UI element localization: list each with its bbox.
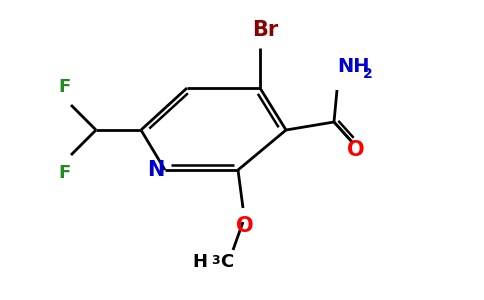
Text: 2: 2 xyxy=(363,67,373,81)
Text: Br: Br xyxy=(252,20,278,40)
Text: H: H xyxy=(192,253,207,271)
Text: NH: NH xyxy=(337,57,369,76)
Text: 3: 3 xyxy=(211,254,220,267)
Text: O: O xyxy=(347,140,365,160)
Text: C: C xyxy=(220,253,233,271)
Text: F: F xyxy=(58,164,70,182)
Text: O: O xyxy=(236,216,254,236)
Text: N: N xyxy=(147,160,165,180)
Text: F: F xyxy=(58,78,70,96)
